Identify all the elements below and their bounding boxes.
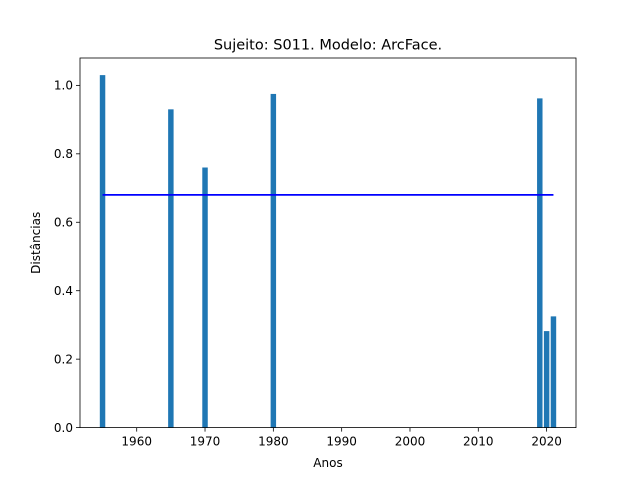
plot-frame — [79, 57, 577, 429]
x-tick-label: 2020 — [531, 435, 562, 449]
bar — [550, 316, 557, 428]
bar — [168, 109, 174, 428]
bar — [99, 75, 106, 428]
x-axis-ticks: 1960 1970 1980 1990 2000 2010 2020 — [121, 427, 562, 449]
y-axis-title: Distâncias — [29, 212, 43, 274]
bar — [270, 93, 277, 428]
x-tick-label: 1990 — [326, 435, 357, 449]
x-tick-label: 1960 — [121, 435, 152, 449]
bar — [202, 167, 208, 428]
x-tick-label: 1970 — [190, 435, 221, 449]
y-tick-label: 0.6 — [54, 215, 73, 229]
y-axis-ticks: 0.0 0.2 0.4 0.6 0.8 1.0 — [54, 79, 80, 435]
y-tick-label: 0.0 — [54, 421, 73, 435]
x-axis-title: Anos — [313, 456, 342, 470]
y-tick-label: 0.4 — [54, 284, 73, 298]
chart-title: Sujeito: S011. Modelo: ArcFace. — [214, 38, 442, 54]
y-tick-label: 0.8 — [54, 147, 73, 161]
x-tick-label: 2010 — [463, 435, 494, 449]
bar — [537, 98, 543, 428]
y-tick-label: 0.2 — [54, 352, 73, 366]
bar — [543, 331, 550, 428]
bars-group — [99, 75, 557, 428]
x-tick-label: 2000 — [395, 435, 426, 449]
y-tick-label: 1.0 — [54, 79, 73, 93]
x-tick-label: 1980 — [258, 435, 289, 449]
